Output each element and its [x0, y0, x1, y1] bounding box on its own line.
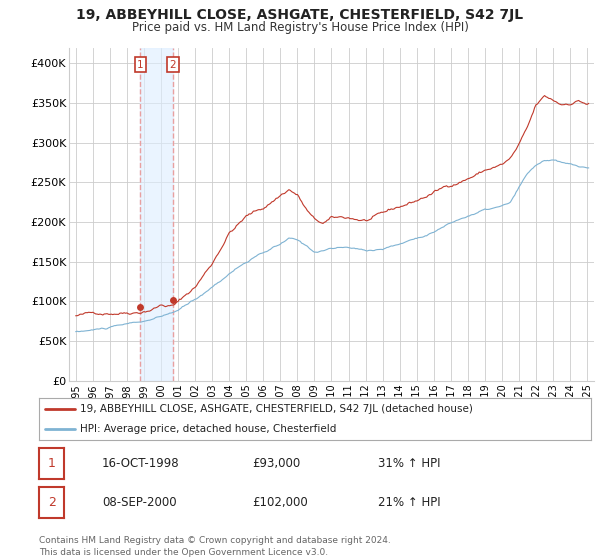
Text: 21% ↑ HPI: 21% ↑ HPI — [378, 496, 440, 509]
Text: Price paid vs. HM Land Registry's House Price Index (HPI): Price paid vs. HM Land Registry's House … — [131, 21, 469, 34]
Bar — [140, 48, 173, 381]
Text: 2: 2 — [169, 59, 176, 69]
Text: 08-SEP-2000: 08-SEP-2000 — [102, 496, 176, 509]
Text: 31% ↑ HPI: 31% ↑ HPI — [378, 457, 440, 470]
Text: Contains HM Land Registry data © Crown copyright and database right 2024.
This d: Contains HM Land Registry data © Crown c… — [39, 536, 391, 557]
Text: 19, ABBEYHILL CLOSE, ASHGATE, CHESTERFIELD, S42 7JL: 19, ABBEYHILL CLOSE, ASHGATE, CHESTERFIE… — [76, 8, 524, 22]
Text: 1: 1 — [137, 59, 144, 69]
Text: 19, ABBEYHILL CLOSE, ASHGATE, CHESTERFIELD, S42 7JL (detached house): 19, ABBEYHILL CLOSE, ASHGATE, CHESTERFIE… — [80, 404, 473, 414]
Text: 16-OCT-1998: 16-OCT-1998 — [102, 457, 179, 470]
Text: 1: 1 — [47, 457, 56, 470]
Text: £102,000: £102,000 — [252, 496, 308, 509]
Text: HPI: Average price, detached house, Chesterfield: HPI: Average price, detached house, Ches… — [80, 424, 337, 433]
Text: £93,000: £93,000 — [252, 457, 300, 470]
Text: 2: 2 — [47, 496, 56, 509]
